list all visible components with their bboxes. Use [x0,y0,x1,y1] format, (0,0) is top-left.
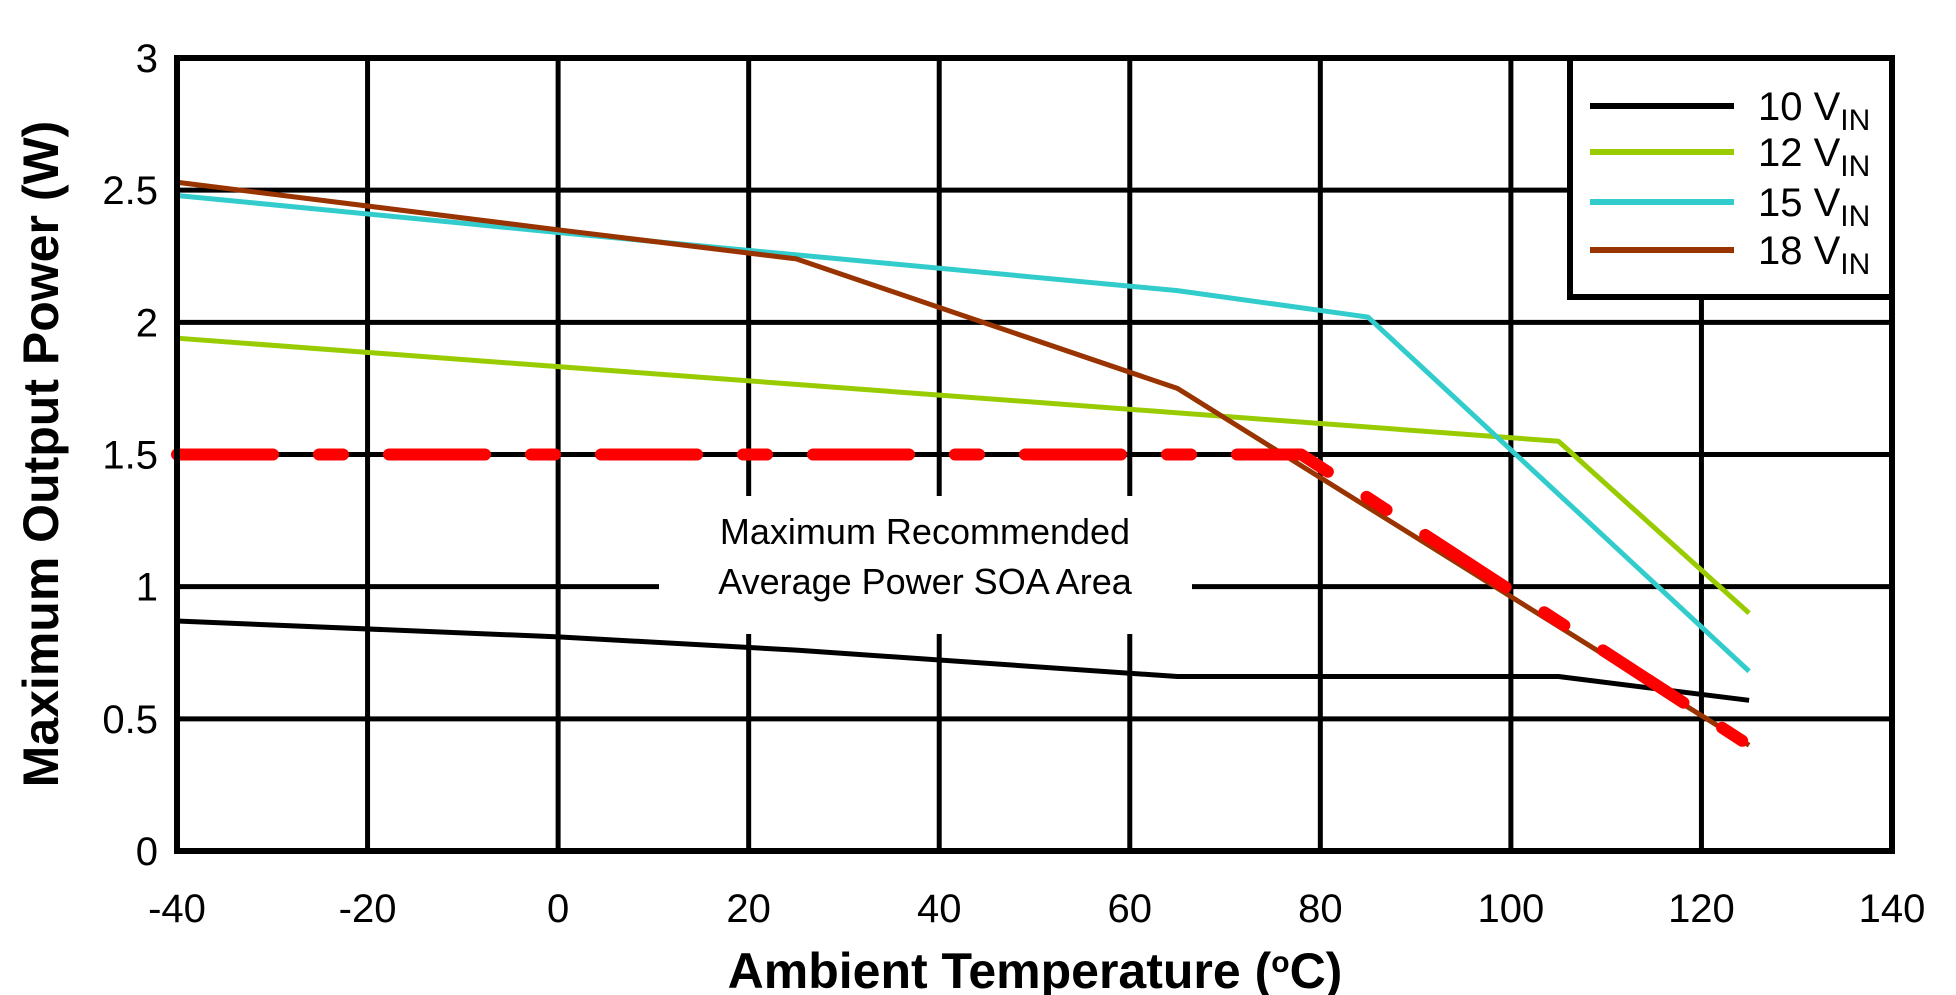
x-tick-label: 20 [726,887,771,931]
x-tick-label: 140 [1859,887,1926,931]
legend-label: 18 VIN [1758,229,1870,281]
series-line [176,192,1751,674]
legend-box [1567,55,1895,300]
x-axis-title: Ambient Temperature (oC) [728,943,1343,995]
annotation-background [659,496,1192,634]
y-tick-label: 2 [136,301,158,345]
y-tick-label: 0.5 [102,698,158,742]
x-tick-label: 40 [917,887,962,931]
x-tick-label: -20 [339,887,397,931]
y-tick-label: 3 [136,37,158,81]
y-axis-title: Maximum Output Power (W) [13,121,69,788]
series-line [176,618,1750,703]
series-line [176,179,1751,748]
legend-label: 10 VIN [1758,85,1870,137]
legend-label: 12 VIN [1758,131,1870,183]
annotation-line-2: Average Power SOA Area [718,561,1133,602]
x-tick-label: 0 [547,887,569,931]
series-line [176,335,1751,615]
soa-boundary-line [171,448,1756,752]
x-tick-label: 80 [1298,887,1343,931]
y-tick-label: 1 [136,566,158,610]
y-tick-label: 2.5 [102,169,158,213]
x-tick-label: -40 [148,887,206,931]
plot-frame [174,55,1895,854]
x-tick-label: 60 [1108,887,1153,931]
x-tick-label: 120 [1668,887,1735,931]
legend-label: 15 VIN [1758,181,1870,233]
y-tick-labels: 0 0.5 1 1.5 2 2.5 3 [102,37,158,874]
y-tick-label: 1.5 [102,434,158,478]
series-layer [171,179,1756,752]
x-tick-label: 100 [1478,887,1545,931]
x-tick-labels: -40 -20 0 20 40 60 80 100 120 140 [148,887,1925,931]
y-tick-label: 0 [136,830,158,874]
annotation-line-1: Maximum Recommended [720,511,1130,552]
